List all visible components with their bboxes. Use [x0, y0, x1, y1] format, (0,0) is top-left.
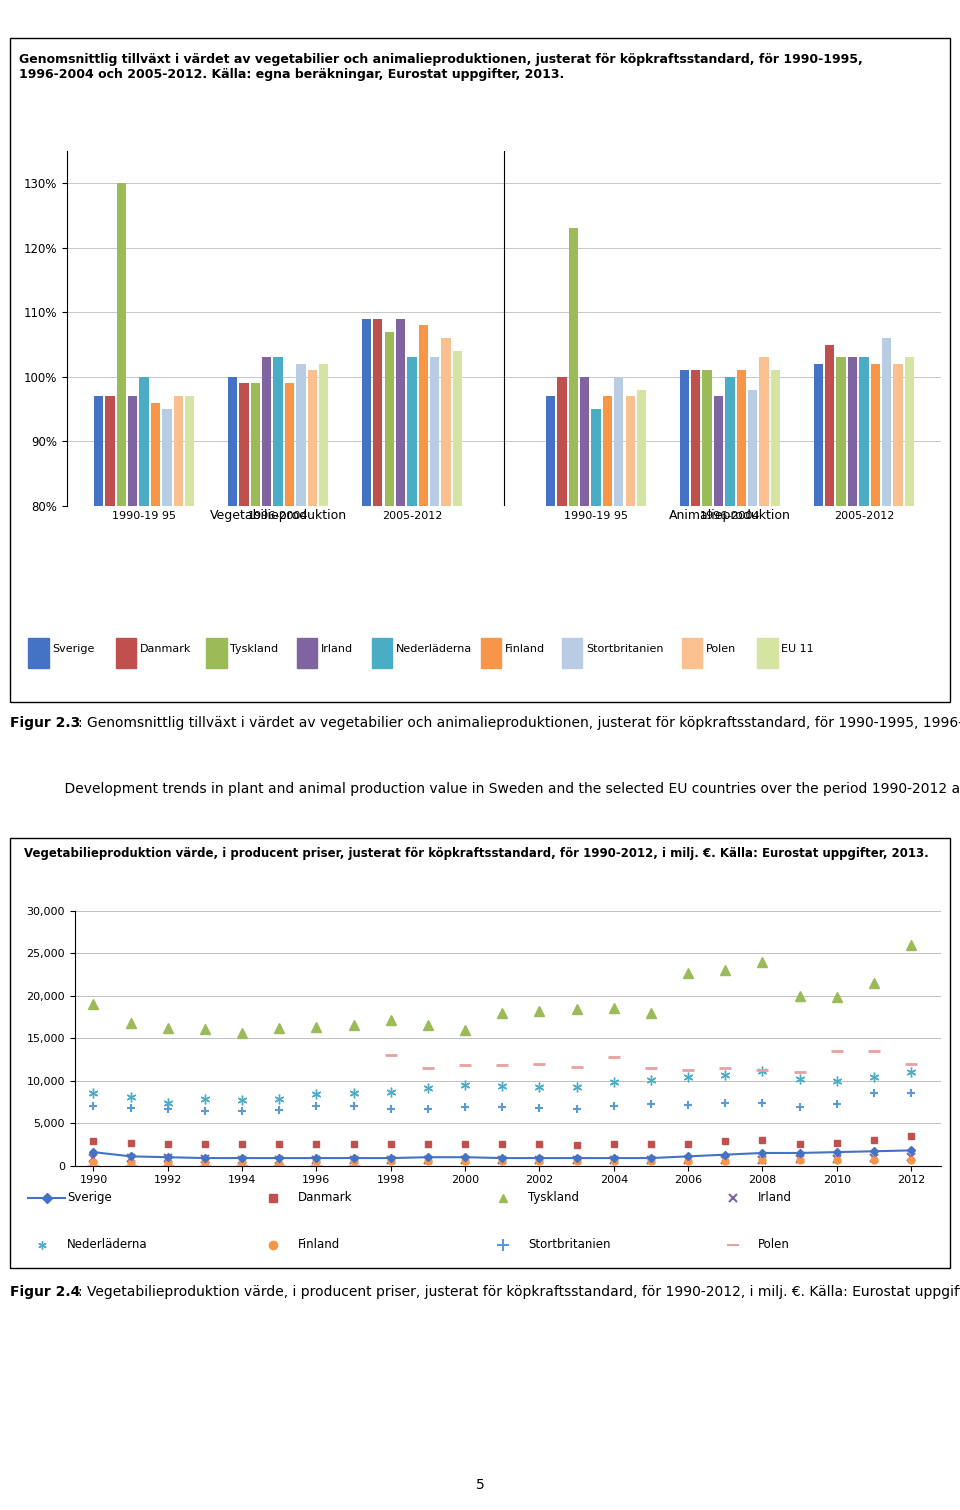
Text: Danmark: Danmark: [298, 1191, 352, 1205]
Bar: [94, 396, 104, 1022]
Bar: [419, 325, 428, 1022]
Bar: [636, 390, 646, 1022]
Bar: [626, 396, 635, 1022]
Text: Polen: Polen: [758, 1238, 790, 1252]
Bar: [836, 358, 846, 1022]
Bar: [771, 370, 780, 1022]
Bar: [385, 332, 394, 1022]
Bar: [848, 358, 857, 1022]
Bar: [871, 364, 880, 1022]
Bar: [228, 378, 237, 1022]
Bar: [703, 370, 712, 1022]
Text: : Vegetabilieproduktion värde, i producent priser, justerat för köpkraftsstandar: : Vegetabilieproduktion värde, i produce…: [79, 1285, 960, 1299]
Text: Finland: Finland: [505, 643, 545, 654]
Bar: [117, 183, 126, 1022]
Bar: [725, 378, 734, 1022]
Bar: [106, 396, 115, 1022]
Bar: [680, 370, 689, 1022]
Bar: [307, 370, 317, 1022]
Bar: [453, 350, 462, 1022]
Bar: [185, 396, 194, 1022]
Bar: [481, 639, 501, 667]
Bar: [614, 378, 623, 1022]
Text: Stortbritanien: Stortbritanien: [528, 1238, 611, 1252]
Bar: [825, 344, 834, 1022]
Text: Sverige: Sverige: [67, 1191, 112, 1205]
Bar: [591, 409, 601, 1022]
Bar: [568, 228, 578, 1022]
Bar: [904, 358, 914, 1022]
Bar: [580, 378, 589, 1022]
Text: Polen: Polen: [706, 643, 736, 654]
Bar: [116, 639, 136, 667]
Bar: [759, 358, 769, 1022]
Bar: [748, 390, 757, 1022]
Text: Irland: Irland: [321, 643, 352, 654]
Bar: [682, 639, 702, 667]
Text: 5: 5: [475, 1478, 485, 1492]
Bar: [151, 403, 160, 1022]
Bar: [407, 358, 417, 1022]
Text: Nederläderna: Nederläderna: [67, 1238, 148, 1252]
Bar: [373, 319, 382, 1022]
Bar: [442, 338, 451, 1022]
Text: Sverige: Sverige: [53, 643, 95, 654]
Bar: [430, 358, 440, 1022]
Text: EU 11: EU 11: [781, 643, 814, 654]
Text: Figur 2.4: Figur 2.4: [10, 1285, 80, 1299]
Bar: [372, 639, 393, 667]
Bar: [29, 639, 49, 667]
Text: Tyskland: Tyskland: [230, 643, 278, 654]
Text: Irland: Irland: [758, 1191, 792, 1205]
Bar: [162, 409, 172, 1022]
Bar: [239, 384, 249, 1022]
Bar: [285, 384, 294, 1022]
Text: Development trends in plant and animal production value in Sweden and the select: Development trends in plant and animal p…: [47, 782, 960, 796]
Bar: [546, 396, 555, 1022]
Bar: [296, 364, 305, 1022]
Bar: [562, 639, 583, 667]
Bar: [206, 639, 227, 667]
Text: Figur 2.3: Figur 2.3: [10, 716, 80, 731]
Bar: [893, 364, 902, 1022]
Bar: [714, 396, 723, 1022]
Bar: [262, 358, 272, 1022]
Text: Vegetabilieproduktion: Vegetabilieproduktion: [209, 509, 347, 522]
Bar: [757, 639, 778, 667]
Bar: [362, 319, 372, 1022]
Bar: [557, 378, 566, 1022]
Text: Tyskland: Tyskland: [528, 1191, 579, 1205]
Text: Finland: Finland: [298, 1238, 340, 1252]
Bar: [814, 364, 823, 1022]
Text: : Genomsnittlig tillväxt i värdet av vegetabilier och animalieproduktionen, just: : Genomsnittlig tillväxt i värdet av veg…: [79, 716, 960, 731]
Bar: [274, 358, 283, 1022]
Bar: [128, 396, 137, 1022]
Bar: [882, 338, 891, 1022]
Bar: [319, 364, 328, 1022]
Bar: [691, 370, 701, 1022]
Text: Nederläderna: Nederläderna: [396, 643, 472, 654]
Bar: [251, 384, 260, 1022]
Bar: [174, 396, 183, 1022]
Text: Danmark: Danmark: [140, 643, 191, 654]
Bar: [297, 639, 317, 667]
Bar: [396, 319, 405, 1022]
Bar: [859, 358, 869, 1022]
Bar: [603, 396, 612, 1022]
Bar: [139, 378, 149, 1022]
Text: Vegetabilieproduktion värde, i producent priser, justerat för köpkraftsstandard,: Vegetabilieproduktion värde, i producent…: [24, 847, 928, 861]
Text: Animalieproduktion: Animalieproduktion: [669, 509, 791, 522]
Text: Genomsnittlig tillväxt i värdet av vegetabilier och animalieproduktionen, juster: Genomsnittlig tillväxt i värdet av veget…: [19, 53, 863, 82]
Bar: [736, 370, 746, 1022]
Text: Stortbritanien: Stortbritanien: [586, 643, 663, 654]
